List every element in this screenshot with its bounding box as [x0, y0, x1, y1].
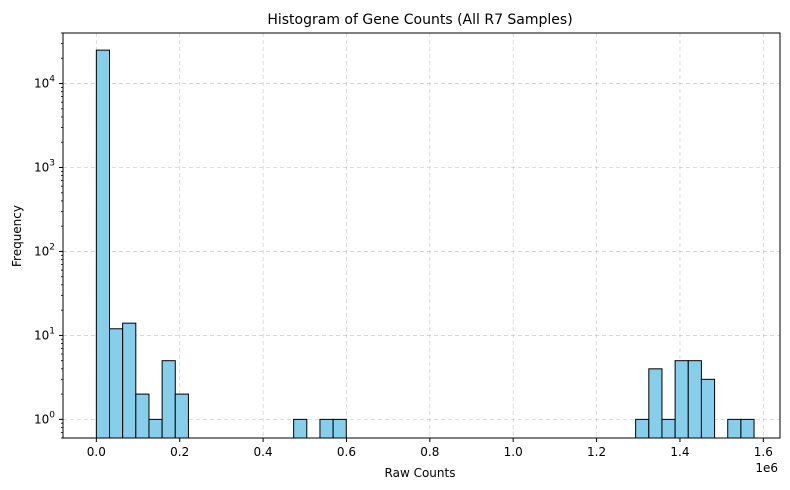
plot-frame [62, 32, 781, 439]
x-tick-label: 0.8 [420, 445, 439, 459]
histogram-bar [109, 328, 124, 438]
y-tick-label: 103 [34, 159, 55, 175]
x-tick-label: 1.0 [504, 445, 523, 459]
y-tick-label: 101 [34, 326, 55, 342]
bars-layer [95, 49, 755, 438]
x-tick-label: 1.2 [587, 445, 606, 459]
x-axis-ticks: 0.0 0.2 0.4 0.6 0.8 1.0 1.2 1.4 1.6 [87, 438, 773, 459]
histogram-bar [661, 418, 676, 438]
y-axis-label: Frequency [10, 205, 24, 267]
histogram-bar [122, 322, 137, 438]
x-tick-label: 0.2 [170, 445, 189, 459]
histogram-bar [700, 378, 716, 438]
histogram-bar [319, 418, 334, 438]
x-axis-offset-label: 1e6 [755, 461, 778, 475]
histogram-bar [740, 418, 755, 438]
histogram-bar [95, 49, 111, 438]
histogram-bar [635, 418, 650, 438]
histogram-bar [648, 368, 663, 438]
histogram-bar [174, 393, 189, 438]
x-tick-label: 0.4 [254, 445, 273, 459]
histogram-bar [148, 418, 163, 438]
x-axis-label: Raw Counts [385, 466, 456, 480]
x-tick-label: 0.6 [337, 445, 356, 459]
histogram-bar [135, 393, 150, 438]
x-tick-label: 1.6 [754, 445, 773, 459]
x-tick-label: 0.0 [87, 445, 106, 459]
histogram-bar [161, 360, 176, 438]
y-tick-label: 100 [34, 410, 55, 426]
histogram-bar [687, 360, 702, 438]
y-tick-label: 102 [34, 242, 55, 258]
histogram-bar [674, 360, 689, 438]
histogram-bar [332, 418, 347, 438]
histogram-bar [727, 418, 742, 438]
y-axis-ticks: 100 101 102 103 104 [34, 32, 63, 439]
chart-title: Histogram of Gene Counts (All R7 Samples… [267, 12, 572, 28]
x-tick-label: 1.4 [670, 445, 689, 459]
y-tick-label: 104 [34, 75, 55, 91]
histogram-bar [293, 418, 308, 438]
